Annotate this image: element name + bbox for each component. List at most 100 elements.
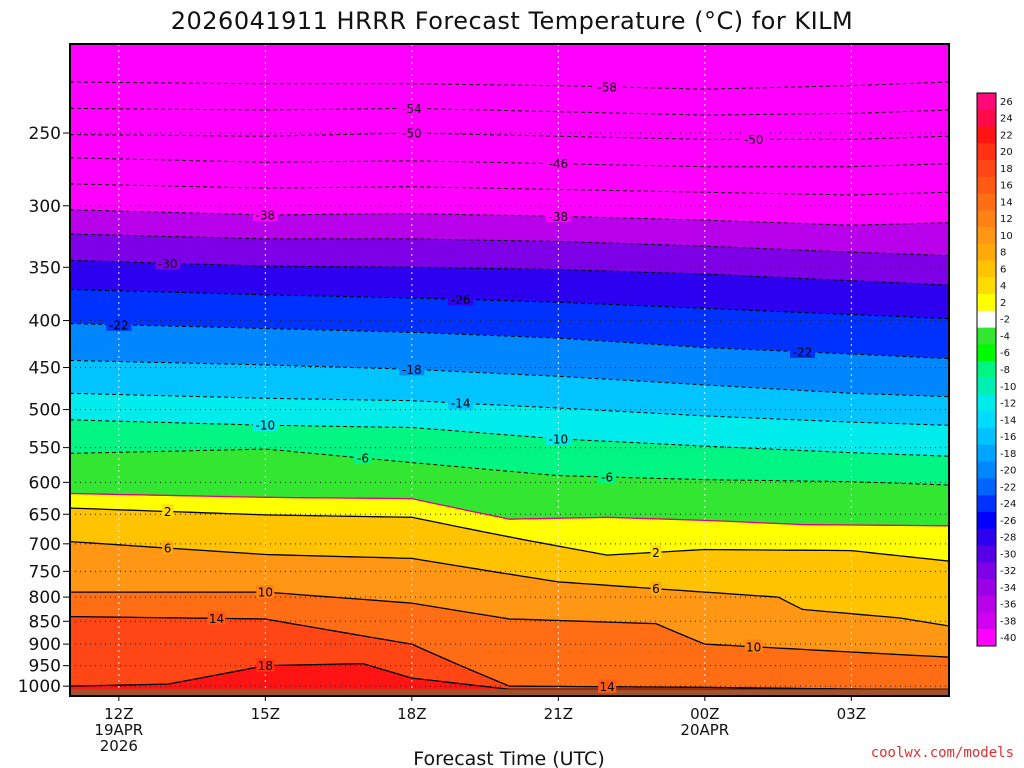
isotherm-label-bg-6 — [545, 209, 571, 223]
isotherm-label-15: -6 — [357, 452, 369, 466]
isotherm-label-bg-22 — [744, 639, 763, 653]
isotherm-label-bg-14 — [545, 431, 571, 445]
isotherm-label-bg-1 — [399, 101, 425, 115]
colorbar-label-3: 20 — [1000, 147, 1013, 158]
isotherm-label-bg-4 — [545, 156, 571, 170]
colorbar-label-8: 10 — [1000, 231, 1013, 242]
colorbar-label-7: 12 — [1000, 214, 1013, 225]
colorbar-label-4: 18 — [1000, 164, 1013, 175]
x-tick-label-0-0: 12Z — [104, 705, 133, 723]
y-tick-label-2: 350 — [29, 258, 61, 278]
isotherm-label-14: -10 — [549, 432, 569, 446]
colorbar-swatch-29 — [977, 578, 996, 597]
isotherm-label-bg-3 — [741, 132, 767, 146]
colorbar-swatch-4 — [977, 160, 996, 178]
y-tick-label-0: 250 — [29, 124, 61, 144]
colorbar-swatch-20 — [977, 428, 996, 446]
isotherm-line-16 — [70, 540, 949, 627]
isotherm-label-2: -50 — [402, 127, 422, 141]
isotherm-label-13: -10 — [256, 419, 276, 433]
isotherm-label-bg-10 — [790, 344, 815, 358]
colorbar-swatch-23 — [977, 478, 996, 496]
colorbar-label-14: -4 — [1000, 331, 1010, 342]
y-tick-label-4: 450 — [29, 359, 61, 379]
y-tick-label-14: 950 — [29, 657, 61, 677]
isotherm-label-23: 14 — [209, 612, 224, 626]
colorbar-swatch-10 — [977, 260, 996, 278]
colorbar-swatch-14 — [977, 327, 996, 345]
colorbar-frame — [976, 92, 997, 647]
isotherm-label-bg-21 — [256, 585, 275, 599]
colorbar-label-28: -32 — [1000, 566, 1016, 577]
isotherm-label-21: 10 — [258, 586, 273, 600]
isotherm-lines — [70, 81, 949, 691]
isotherm-line-15 — [70, 507, 949, 562]
y-axis: 250 300 350 400 450 500 550 600 650 700 750 800 850 9… — [18, 124, 69, 697]
isotherm-label-bg-23 — [207, 611, 226, 625]
x-tick-label-0-1: 19APR — [94, 721, 143, 739]
colorbar-swatch-17 — [977, 377, 996, 396]
isotherm-label-25: 18 — [258, 659, 273, 673]
isotherm-label-bg-2 — [399, 126, 425, 140]
colorbar-label-9: 8 — [1000, 248, 1006, 259]
isotherm-label-bg-13 — [252, 418, 278, 432]
colorbar-label-32: -40 — [1000, 633, 1016, 644]
colorbar-label-22: -20 — [1000, 466, 1016, 477]
colorbar-swatch-7 — [977, 210, 996, 228]
colorbar-swatch-28 — [977, 562, 996, 580]
colorbar-swatch-22 — [977, 461, 996, 479]
isotherm-label-3: -50 — [744, 133, 764, 147]
colorbar-swatch-8 — [977, 227, 996, 245]
y-tick-label-15: 1000 — [18, 677, 61, 697]
y-tick-label-1: 300 — [29, 197, 61, 217]
isotherm-label-bg-16 — [598, 469, 617, 483]
chart-title: 2026041911 HRRR Forecast Temperature (°C… — [171, 7, 854, 35]
y-tick-label-3: 400 — [29, 312, 61, 332]
colorbar-label-30: -36 — [1000, 600, 1016, 611]
colorbar-swatch-25 — [977, 511, 996, 530]
colorbar-label-0: 26 — [1000, 97, 1013, 108]
colorbar-label-2: 22 — [1000, 130, 1013, 141]
y-tick-label-11: 800 — [29, 588, 61, 608]
colorbar-swatch-16 — [977, 361, 996, 379]
colorbar-swatch-6 — [977, 193, 996, 211]
colorbar-label-11: 4 — [1000, 281, 1006, 292]
colorbar-swatch-19 — [977, 411, 996, 429]
colorbar-swatch-26 — [977, 528, 996, 546]
colorbar-swatch-18 — [977, 394, 996, 412]
isotherm-label-18: 2 — [652, 546, 660, 560]
x-tick-label-2-0: 18Z — [397, 705, 426, 723]
isotherm-label-12: -14 — [451, 397, 471, 411]
isotherm-line-17 — [70, 591, 949, 658]
credit-link[interactable]: coolwx.com/models — [871, 745, 1014, 761]
isotherm-label-bg-24 — [598, 679, 617, 693]
isotherm-label-20: 6 — [652, 582, 660, 596]
isotherm-label-17: 2 — [164, 505, 172, 519]
colorbar-label-6: 14 — [1000, 197, 1013, 208]
colorbar-swatch-1 — [977, 109, 996, 128]
isotherm-label-bg-19 — [162, 541, 174, 555]
colorbar-legend: 26 24 22 20 18 16 14 12 10 8 6 4 2 -2 -4 -6 -8 -10 -12 -14 -… — [976, 92, 1016, 647]
colorbar-label-16: -8 — [1000, 365, 1010, 376]
isotherm-label-bg-15 — [354, 451, 372, 465]
colorbar-swatch-32 — [977, 629, 996, 647]
isotherm-label-6: -38 — [549, 210, 569, 224]
colorbar-label-26: -28 — [1000, 533, 1016, 544]
colorbar-swatch-27 — [977, 545, 996, 563]
colorbar-label-24: -24 — [1000, 499, 1016, 510]
colorbar-label-20: -16 — [1000, 432, 1016, 443]
y-tick-label-5: 500 — [29, 401, 61, 421]
isotherm-line-14 — [70, 492, 949, 527]
isotherm-label-bg-8 — [448, 292, 474, 306]
x-tick-label-4-1: 20APR — [680, 721, 729, 739]
plot-frame — [69, 43, 950, 697]
temperature-fill-bands — [70, 44, 949, 696]
colorbar-label-27: -30 — [1000, 549, 1016, 560]
isotherm-label-10: -22 — [793, 345, 813, 359]
colorbar-swatch-9 — [977, 243, 996, 262]
y-tick-label-13: 900 — [29, 635, 61, 655]
colorbar-swatch-12 — [977, 294, 996, 312]
colorbar-label-31: -38 — [1000, 616, 1016, 627]
isotherm-label-8: -26 — [451, 293, 471, 307]
